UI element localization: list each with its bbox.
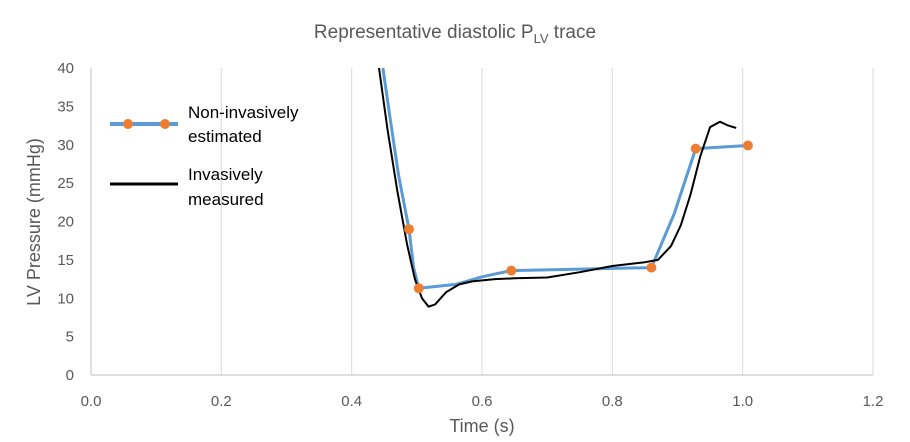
y-tick-label: 40 [57,60,74,77]
x-tick-label: 0.8 [602,393,623,410]
legend-label-non-invasive-line1: Non-invasively [188,103,299,122]
chart-title-main: Representative diastolic P [314,22,534,43]
y-tick-labels: 0 5 10 15 20 25 30 35 40 [57,60,74,384]
data-point-non-invasive [506,265,517,276]
y-tick-label: 20 [57,214,74,231]
data-point-non-invasive [404,224,414,235]
y-tick-label: 25 [57,175,74,192]
y-tick-label: 0 [66,367,74,384]
series-line-non-invasive [381,67,748,290]
x-tick-label: 0.0 [81,393,102,410]
x-tick-label: 1.2 [863,393,884,410]
x-tick-label: 0.6 [472,393,493,410]
y-tick-label: 35 [57,98,74,115]
y-tick-label: 15 [57,252,74,269]
data-point-non-invasive [646,262,657,273]
axes [90,68,873,376]
legend: Non-invasively estimated Invasively meas… [110,103,299,209]
data-point-non-invasive [742,140,753,151]
grid [90,68,874,375]
series-layer [378,67,753,308]
y-tick-label: 30 [57,137,74,154]
chart-title: Representative diastolic PLV trace [314,22,596,46]
series-line-invasive [378,67,737,308]
y-tick-label: 5 [66,329,74,346]
legend-label-invasive-line1: Invasively [188,165,263,184]
chart-title-suffix: trace [549,22,597,43]
data-point-non-invasive [690,143,701,154]
x-axis-title: Time (s) [449,416,514,436]
x-tick-label: 0.2 [211,393,232,410]
x-tick-label: 1.0 [732,393,753,410]
legend-marker-non-invasive-1 [123,119,133,129]
y-tick-label: 10 [57,290,74,307]
x-tick-label: 0.4 [341,393,362,410]
legend-marker-non-invasive-2 [160,119,170,129]
chart-title-subscript: LV [534,31,549,46]
data-point-non-invasive [413,283,424,294]
y-axis-title: LV Pressure (mmHg) [24,138,44,306]
legend-label-non-invasive-line2: estimated [188,127,262,146]
x-tick-labels: 0.0 0.2 0.4 0.6 0.8 1.0 1.2 [81,393,884,410]
legend-label-invasive-line2: measured [188,190,264,209]
